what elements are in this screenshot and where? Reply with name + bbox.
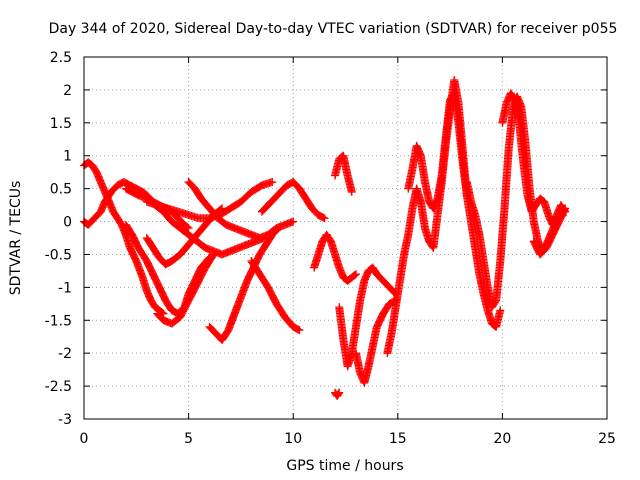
data-point-marker xyxy=(351,270,360,279)
y-tick-label: 0 xyxy=(63,215,72,231)
x-tick-label: 5 xyxy=(184,431,193,447)
data-point-marker xyxy=(208,251,217,260)
y-tick-label: -3 xyxy=(58,412,72,428)
data-point-marker xyxy=(350,271,359,280)
x-tick-label: 10 xyxy=(284,431,302,447)
y-axis-label: SDTVAR / TECUs xyxy=(8,181,24,296)
y-tick-label: 1.5 xyxy=(50,116,72,132)
x-tick-label: 15 xyxy=(389,431,407,447)
y-tick-label: 2.5 xyxy=(50,50,72,66)
y-tick-label: -0.5 xyxy=(45,247,72,263)
data-point-marker xyxy=(294,325,303,334)
data-point-marker xyxy=(561,204,570,213)
y-tick-label: -2.5 xyxy=(45,379,72,395)
y-tick-label: -1 xyxy=(58,280,72,296)
data-point-marker xyxy=(319,213,328,222)
x-tick-label: 0 xyxy=(80,431,89,447)
x-axis-label: GPS time / hours xyxy=(286,458,403,474)
y-tick-labels: -3 -2.5 -2 -1.5 -1 -0.5 0 0.5 1 1.5 2 2.5 xyxy=(45,50,72,428)
data-point-marker xyxy=(320,214,329,223)
data-point-marker xyxy=(268,178,277,187)
y-tick-label: -1.5 xyxy=(45,313,72,329)
chart-title: Day 344 of 2020, Sidereal Day-to-day VTE… xyxy=(49,21,618,37)
data-points xyxy=(80,76,570,400)
x-tick-labels: 0 5 10 15 20 25 xyxy=(80,431,616,447)
data-point-marker xyxy=(334,389,343,398)
x-tick-label: 25 xyxy=(598,431,616,447)
plot-area-border xyxy=(83,56,608,420)
y-tick-label: 0.5 xyxy=(50,182,72,198)
data-point-marker xyxy=(273,225,282,234)
y-tick-label: 2 xyxy=(63,83,72,99)
data-point-marker xyxy=(218,204,227,213)
data-point-marker xyxy=(274,224,283,233)
y-tick-label: 1 xyxy=(63,149,72,165)
data-point-marker xyxy=(295,326,304,335)
y-tick-label: -2 xyxy=(58,346,72,362)
data-point-marker xyxy=(289,217,298,226)
data-point-marker xyxy=(347,187,356,196)
data-point-marker xyxy=(496,306,505,315)
data-point-marker xyxy=(216,205,225,214)
data-point-marker xyxy=(209,250,218,259)
data-point-marker xyxy=(335,388,344,397)
x-tick-label: 20 xyxy=(493,431,511,447)
